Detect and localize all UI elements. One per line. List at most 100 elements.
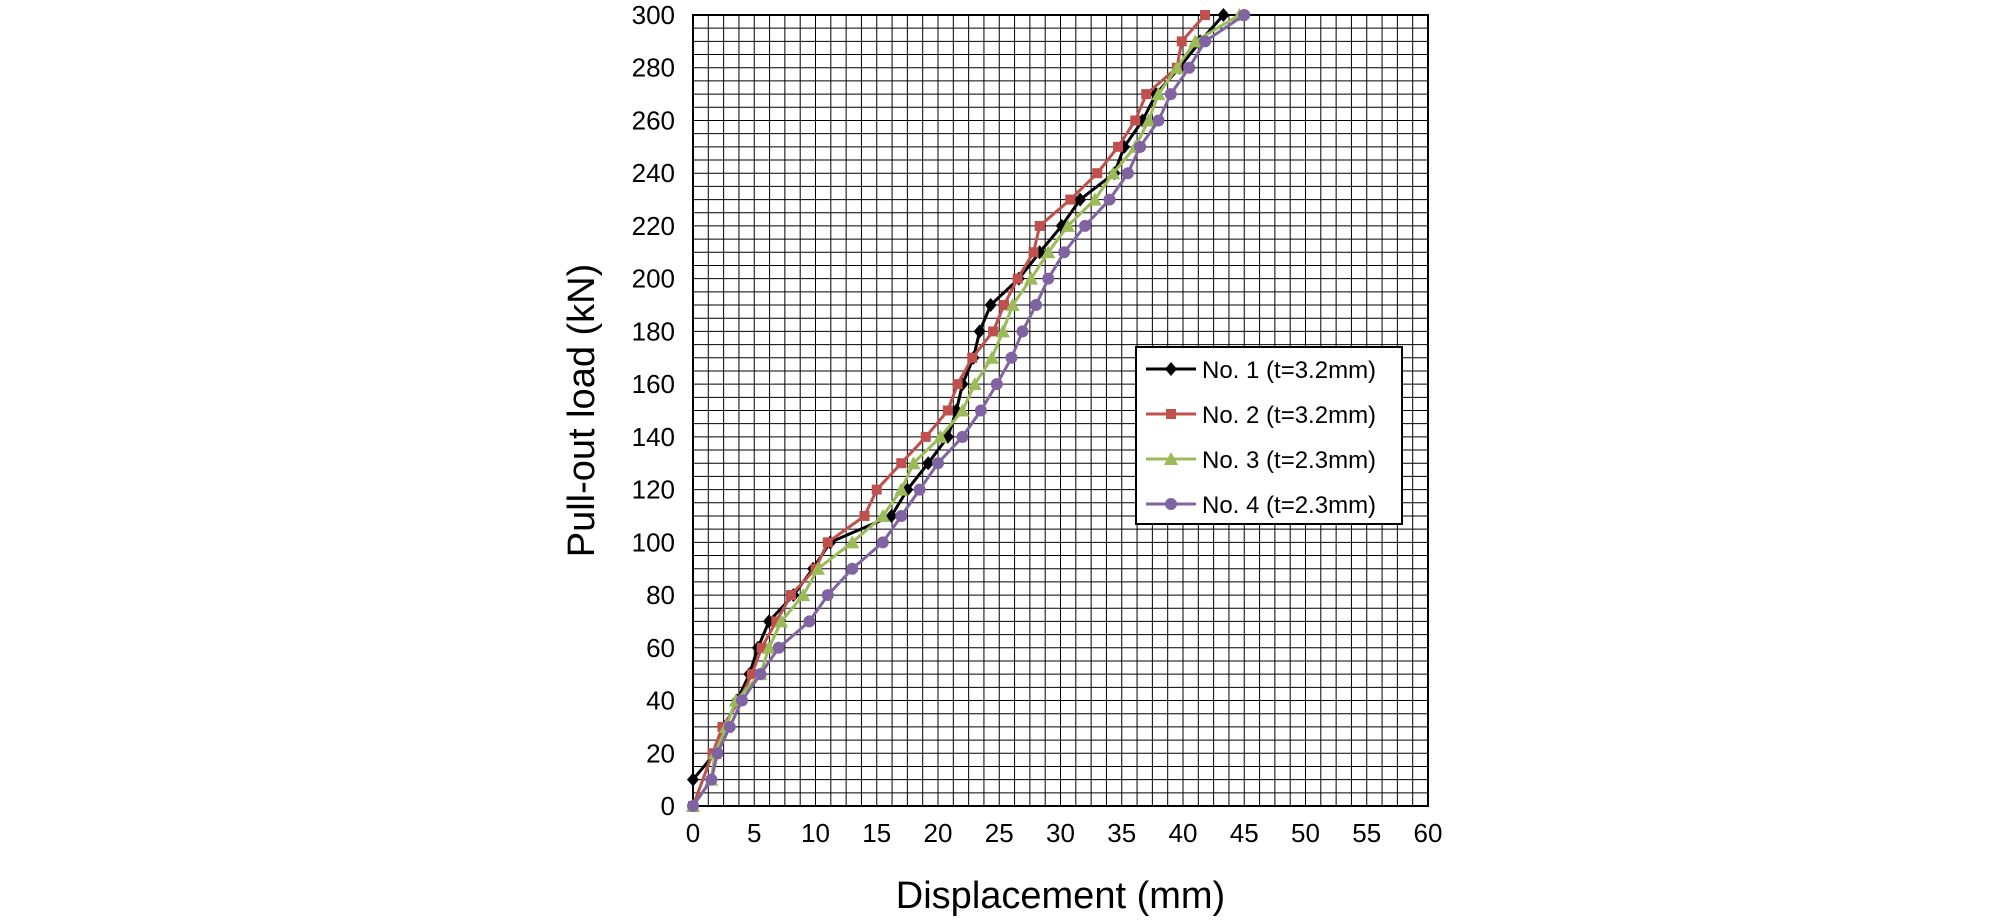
data-point-triangle — [1106, 166, 1121, 180]
legend: No. 1 (t=3.2mm) No. 2 (t=3.2mm) No. 3 (t=2… — [1135, 346, 1403, 525]
y-tick-label: 120 — [632, 475, 675, 505]
x-tick-label: 55 — [1352, 818, 1381, 848]
y-tick-label: 240 — [632, 158, 675, 188]
y-axis-title: Pull-out load (kN) — [561, 264, 603, 558]
data-point-square — [756, 642, 767, 653]
data-point-triangle — [1164, 452, 1178, 465]
data-point-triangle — [1041, 245, 1056, 259]
plot-border — [692, 14, 1429, 807]
data-point-diamond — [984, 298, 997, 313]
data-point-circle — [1152, 114, 1165, 127]
data-point-circle — [1058, 246, 1071, 259]
legend-item: No. 2 (t=3.2mm) — [1146, 402, 1376, 429]
legend-label: No. 4 (t=2.3mm) — [1202, 492, 1376, 519]
grid — [692, 14, 1429, 807]
x-tick-label: 50 — [1291, 818, 1320, 848]
y-tick-label: 180 — [632, 316, 675, 346]
data-point-square — [942, 405, 953, 416]
data-point-triangle — [875, 508, 890, 522]
data-point-square — [1065, 194, 1076, 205]
data-point-circle — [974, 404, 987, 417]
legend-label: No. 2 (t=3.2mm) — [1202, 402, 1376, 429]
x-tick-label: 5 — [747, 818, 761, 848]
data-point-circle — [821, 589, 834, 602]
data-point-square — [988, 326, 999, 337]
data-point-triangle — [761, 640, 776, 654]
legend-item: No. 1 (t=3.2mm) — [1146, 357, 1376, 384]
data-point-circle — [1042, 272, 1055, 285]
data-point-circle — [876, 536, 889, 549]
data-point-circle — [1164, 88, 1177, 101]
data-point-triangle — [1005, 298, 1020, 312]
data-point-circle — [687, 800, 699, 812]
x-tick-label: 10 — [801, 818, 830, 848]
data-point-circle — [1199, 35, 1212, 48]
series-group — [686, 8, 1251, 812]
data-point-triangle — [1024, 271, 1039, 285]
data-point-triangle — [845, 535, 860, 549]
x-tick-label: 25 — [985, 818, 1014, 848]
y-tick-label: 20 — [646, 738, 675, 768]
data-point-triangle — [955, 403, 970, 417]
data-point-square — [859, 510, 870, 521]
data-point-triangle — [1151, 87, 1166, 101]
data-point-circle — [754, 668, 767, 681]
data-point-square — [1028, 247, 1039, 258]
data-point-diamond — [922, 456, 935, 471]
data-point-circle — [932, 457, 944, 470]
series-4 — [687, 9, 1251, 812]
y-tick-label: 100 — [632, 527, 675, 557]
data-point-triangle — [1087, 192, 1102, 206]
data-point-circle — [803, 615, 816, 628]
data-point-triangle — [1141, 113, 1156, 127]
data-point-diamond — [687, 772, 699, 787]
data-point-circle — [1079, 219, 1091, 232]
x-tick-label: 60 — [1414, 818, 1443, 848]
data-point-square — [746, 669, 757, 680]
legend-item: No. 4 (t=2.3mm) — [1146, 492, 1376, 519]
data-point-square — [1130, 115, 1141, 126]
legend-item: No. 3 (t=2.3mm) — [1146, 447, 1376, 474]
data-point-circle — [1121, 167, 1134, 180]
data-point-square — [1176, 36, 1187, 47]
y-tick-label: 200 — [632, 264, 675, 294]
data-point-circle — [1165, 498, 1177, 510]
data-point-square — [1200, 10, 1211, 20]
data-point-triangle — [810, 561, 825, 575]
data-point-triangle — [1188, 34, 1203, 48]
legend-label: No. 3 (t=2.3mm) — [1202, 447, 1376, 474]
data-point-diamond — [1217, 8, 1230, 22]
data-point-square — [1092, 168, 1103, 179]
data-point-circle — [772, 641, 785, 654]
y-tick-label: 0 — [661, 791, 675, 821]
data-point-circle — [895, 509, 908, 522]
axes: 0 5 10 15 20 25 30 35 40 45 50 55 60 0 20 40 60 80 100 120 1… — [632, 0, 1443, 848]
data-point-circle — [723, 720, 736, 733]
y-tick-label: 220 — [632, 211, 675, 241]
y-tick-label: 80 — [646, 580, 675, 610]
data-point-triangle — [1060, 218, 1075, 232]
legend-label: No. 1 (t=3.2mm) — [1202, 357, 1376, 384]
data-point-triangle — [984, 350, 999, 364]
data-point-square — [822, 537, 833, 548]
x-tick-label: 45 — [1230, 818, 1259, 848]
data-point-triangle — [796, 588, 811, 602]
data-point-triangle — [1169, 60, 1184, 74]
data-point-circle — [956, 430, 969, 443]
data-point-triangle — [933, 429, 948, 443]
data-point-square — [967, 352, 978, 363]
data-point-square — [871, 484, 882, 495]
data-point-circle — [1183, 61, 1196, 74]
data-point-diamond — [1165, 362, 1177, 376]
data-point-circle — [1016, 325, 1029, 338]
x-tick-label: 15 — [862, 818, 891, 848]
data-point-triangle — [995, 324, 1010, 338]
data-point-square — [1012, 273, 1023, 284]
data-point-diamond — [973, 324, 986, 339]
x-tick-label: 35 — [1107, 818, 1136, 848]
x-axis-title: Displacement (mm) — [896, 875, 1225, 917]
data-point-circle — [913, 483, 926, 496]
y-tick-label: 60 — [646, 633, 675, 663]
data-point-circle — [705, 773, 718, 786]
